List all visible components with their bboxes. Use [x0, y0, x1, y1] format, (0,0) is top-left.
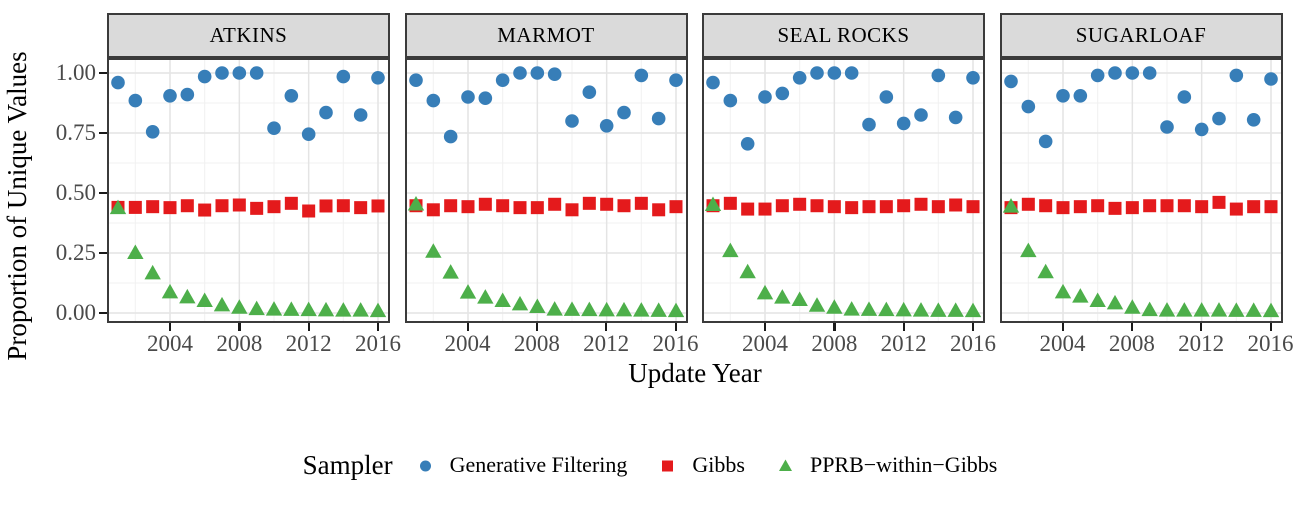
legend: Sampler Generative Filtering Gibbs PPRB−wi… [0, 443, 1300, 487]
facet-strip: SEAL ROCKS [702, 13, 985, 58]
x-tick-mark [169, 323, 172, 331]
facet-seal-rocks: SEAL ROCKS 2004 2008 2012 2016 [702, 13, 996, 363]
x-tick-mark [1061, 323, 1064, 331]
facet-plot [107, 58, 390, 323]
x-tick-label: 2016 [1247, 331, 1294, 356]
x-tick-label: 2008 [216, 331, 263, 356]
y-tick-label: 0.50 [55, 180, 96, 205]
x-tick-label: 2008 [1108, 331, 1155, 356]
legend-items: Generative Filtering Gibbs PPRB−within−Gib… [417, 452, 997, 478]
x-tick-mark [764, 323, 767, 331]
x-tick-label: 2004 [1039, 331, 1086, 356]
facet-plot [404, 58, 688, 323]
x-tick-mark [902, 323, 905, 331]
x-tick-label: 2016 [652, 331, 699, 356]
x-tick-mark [238, 323, 241, 331]
series-generative-filtering-points [706, 66, 980, 151]
facet-strip: ATKINS [107, 13, 390, 58]
legend-item-generative-filtering: Generative Filtering [417, 452, 628, 478]
series-generative-filtering-points [111, 66, 385, 141]
facet-atkins: ATKINS 2004 2008 2012 2016 [107, 13, 401, 363]
facet-strip: SUGARLOAF [999, 13, 1283, 58]
circle-marker-icon [419, 460, 431, 471]
x-tick-mark [833, 323, 836, 331]
facet-sugarloaf: SUGARLOAF 2004 2008 2012 2016 [999, 13, 1294, 363]
x-tick-label: 2008 [513, 331, 560, 356]
x-tick-mark [605, 323, 608, 331]
series-gibbs-points [706, 196, 980, 216]
x-tick-mark [1200, 323, 1203, 331]
y-tick-mark [99, 72, 107, 75]
x-tick-mark [466, 323, 469, 331]
x-tick-label: 2016 [355, 331, 401, 356]
series-pprb-within-gibbs-points [1002, 198, 1279, 318]
x-tick-mark [674, 323, 677, 331]
facet-strip: MARMOT [404, 13, 688, 58]
x-tick-label: 2004 [742, 331, 788, 356]
x-tick-mark [1130, 323, 1134, 331]
facet-plot [702, 58, 985, 323]
series-generative-filtering-points [408, 66, 683, 144]
y-tick-mark [99, 312, 107, 315]
facet-strip-label: SUGARLOAF [1075, 23, 1207, 47]
y-tick-label: 0.25 [55, 240, 96, 265]
legend-item-label: Generative Filtering [449, 452, 628, 477]
legend-item-label: PPRB−within−Gibbs [809, 452, 998, 477]
y-axis-title: Proportion of Unique Values [2, 51, 32, 361]
facet-strip-label: MARMOT [497, 23, 595, 47]
series-gibbs-points [111, 196, 385, 218]
y-tick-label: 0.75 [55, 120, 96, 145]
facet-marmot: MARMOT 2004 2008 2012 2016 [404, 13, 699, 363]
facet-strip-label: ATKINS [209, 23, 288, 47]
x-tick-label: 2012 [285, 331, 332, 356]
facet-plot [999, 58, 1283, 323]
legend-item-label: Gibbs [692, 452, 745, 477]
x-tick-label: 2004 [444, 331, 491, 356]
series-pprb-within-gibbs-points [109, 199, 387, 318]
x-tick-mark [307, 323, 310, 331]
triangle-marker-icon [778, 459, 792, 471]
x-tick-label: 2004 [147, 331, 193, 356]
legend-item-pprb-within-gibbs: PPRB−within−Gibbs [777, 452, 997, 478]
y-tick-label: 1.00 [55, 60, 96, 85]
legend-item-gibbs: Gibbs [659, 452, 745, 478]
x-tick-label: 2008 [811, 331, 858, 356]
y-tick-label: 0.00 [55, 300, 96, 325]
x-tick-mark [377, 323, 380, 331]
x-tick-label: 2012 [1178, 331, 1225, 356]
x-tick-mark [972, 323, 975, 331]
facet-strip-label: SEAL ROCKS [777, 23, 910, 47]
y-tick-mark [99, 252, 107, 255]
x-tick-mark [535, 323, 539, 331]
series-pprb-within-gibbs-points [407, 196, 684, 318]
x-axis-title: Update Year [628, 358, 762, 388]
legend-title: Sampler [302, 449, 393, 480]
series-pprb-within-gibbs-points [704, 196, 982, 318]
y-tick-mark [99, 192, 107, 195]
y-tick-mark [99, 132, 107, 135]
x-tick-label: 2012 [880, 331, 927, 356]
x-tick-label: 2012 [583, 331, 630, 356]
x-tick-mark [1269, 323, 1272, 331]
series-generative-filtering-points [1003, 66, 1278, 149]
x-tick-label: 2016 [950, 331, 996, 356]
square-marker-icon [662, 460, 674, 471]
